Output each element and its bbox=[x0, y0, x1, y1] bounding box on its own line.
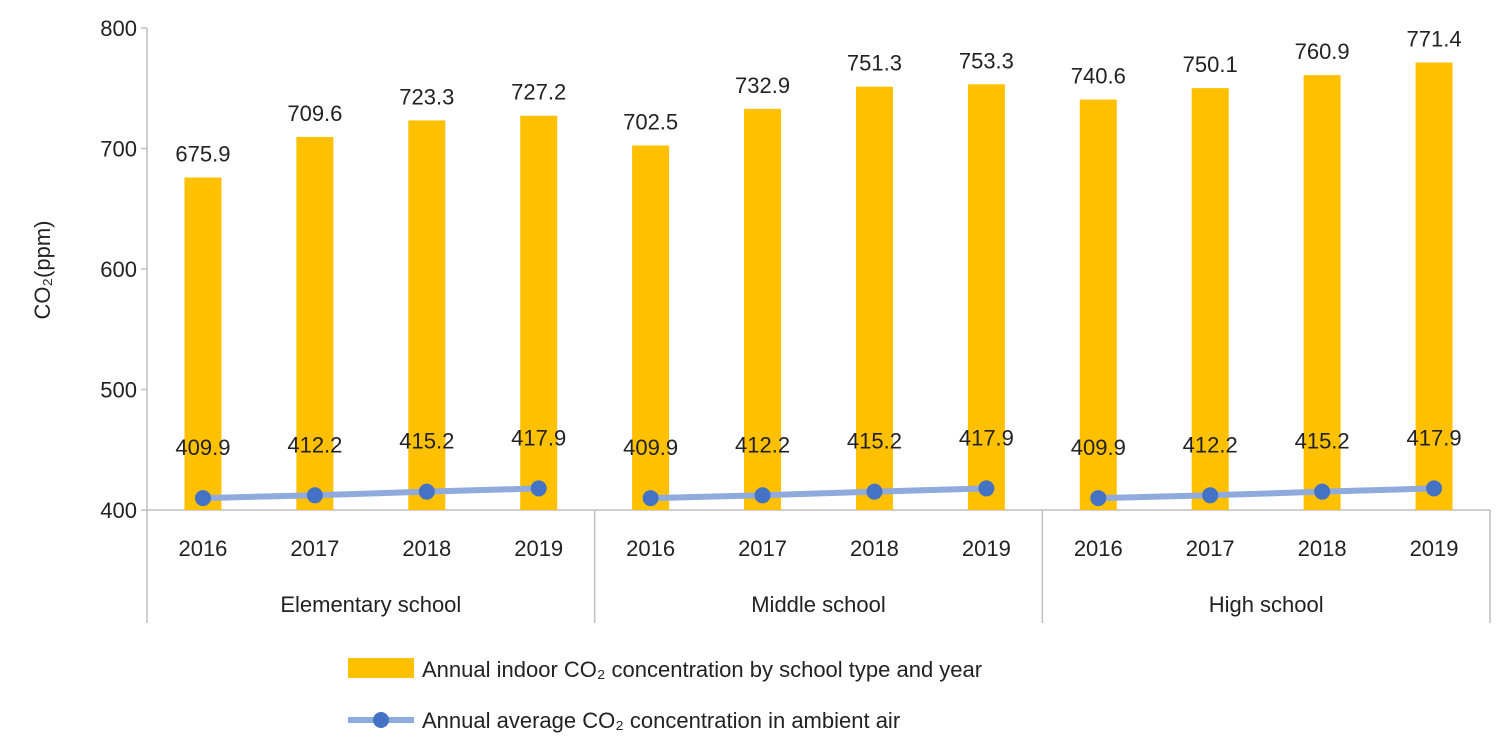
bar-data-label: 760.9 bbox=[1295, 39, 1350, 64]
bar bbox=[967, 84, 1005, 510]
ambient-point bbox=[754, 487, 771, 504]
legend-label-ambient: Annual average CO₂ concentration in ambi… bbox=[422, 708, 900, 733]
ambient-data-label: 415.2 bbox=[847, 429, 902, 454]
year-label: 2016 bbox=[178, 536, 227, 561]
bar bbox=[744, 108, 782, 510]
group-label: Elementary school bbox=[280, 592, 461, 617]
y-axis-title: CO₂(ppm) bbox=[30, 221, 55, 320]
y-tick-label: 700 bbox=[100, 137, 137, 162]
ambient-data-label: 412.2 bbox=[735, 432, 790, 457]
bar bbox=[1191, 88, 1229, 510]
bar bbox=[855, 86, 893, 510]
bar bbox=[1079, 99, 1117, 511]
ambient-data-label: 415.2 bbox=[1295, 429, 1350, 454]
data-labels: 675.9 709.6 723.3 727.2 702.5 732.9 751.3 753.3… bbox=[175, 26, 1461, 460]
ambient-data-label: 417.9 bbox=[1407, 425, 1462, 450]
bar-data-label: 750.1 bbox=[1183, 52, 1238, 77]
year-label: 2017 bbox=[290, 536, 339, 561]
year-label: 2019 bbox=[962, 536, 1011, 561]
axes: 400 500 600 700 800 bbox=[100, 16, 1490, 523]
ambient-point bbox=[978, 480, 995, 497]
bar bbox=[296, 136, 334, 510]
ambient-data-label: 409.9 bbox=[1071, 435, 1126, 460]
bar bbox=[1415, 62, 1453, 510]
year-label: 2016 bbox=[1074, 536, 1123, 561]
ambient-data-label: 409.9 bbox=[623, 435, 678, 460]
y-tick-label: 800 bbox=[100, 16, 137, 41]
bar-data-label: 751.3 bbox=[847, 51, 902, 76]
legend-label-indoor: Annual indoor CO₂ concentration by schoo… bbox=[422, 657, 982, 682]
ambient-data-label: 412.2 bbox=[1183, 432, 1238, 457]
y-tick-label: 600 bbox=[100, 257, 137, 282]
group-label: High school bbox=[1209, 592, 1324, 617]
group-label: Middle school bbox=[751, 592, 886, 617]
bar-data-label: 771.4 bbox=[1407, 26, 1462, 51]
bar bbox=[1303, 75, 1341, 510]
year-label: 2018 bbox=[1298, 536, 1347, 561]
ambient-point bbox=[306, 487, 323, 504]
year-label: 2017 bbox=[738, 536, 787, 561]
bar-data-label: 723.3 bbox=[399, 84, 454, 109]
ambient-point bbox=[1202, 487, 1219, 504]
year-label: 2019 bbox=[514, 536, 563, 561]
bar-data-label: 675.9 bbox=[175, 142, 230, 167]
ambient-point bbox=[194, 490, 211, 507]
bar-data-label: 709.6 bbox=[287, 101, 342, 126]
ambient-data-label: 417.9 bbox=[511, 425, 566, 450]
bar-data-label: 753.3 bbox=[959, 48, 1014, 73]
year-label: 2019 bbox=[1410, 536, 1459, 561]
category-axis: 2016 2017 2018 2019 Elementary school 2016 201… bbox=[146, 510, 1491, 623]
ambient-point bbox=[1314, 483, 1331, 500]
year-label: 2018 bbox=[850, 536, 899, 561]
line-series bbox=[194, 480, 1443, 507]
ambient-point bbox=[530, 480, 547, 497]
y-tick-label: 500 bbox=[100, 378, 137, 403]
bar bbox=[520, 115, 558, 510]
bar-data-label: 740.6 bbox=[1071, 64, 1126, 89]
ambient-point bbox=[642, 490, 659, 507]
y-tick-label: 400 bbox=[100, 498, 137, 523]
ambient-line bbox=[647, 485, 990, 502]
ambient-point bbox=[866, 483, 883, 500]
ambient-line bbox=[1095, 485, 1438, 502]
year-label: 2017 bbox=[1186, 536, 1235, 561]
bar-data-label: 732.9 bbox=[735, 73, 790, 98]
ambient-point bbox=[1426, 480, 1443, 497]
bar-series bbox=[184, 62, 1453, 511]
ambient-line bbox=[199, 485, 542, 502]
year-label: 2018 bbox=[402, 536, 451, 561]
bar-data-label: 727.2 bbox=[511, 80, 566, 105]
legend-marker-ambient bbox=[373, 712, 389, 728]
ambient-data-label: 412.2 bbox=[287, 432, 342, 457]
bar bbox=[632, 145, 670, 511]
bar bbox=[184, 177, 222, 510]
legend-swatch-indoor bbox=[348, 658, 414, 678]
ambient-point bbox=[418, 483, 435, 500]
bar bbox=[408, 120, 446, 511]
bar-data-label: 702.5 bbox=[623, 109, 678, 134]
ambient-point bbox=[1090, 490, 1107, 507]
ambient-data-label: 417.9 bbox=[959, 425, 1014, 450]
year-label: 2016 bbox=[626, 536, 675, 561]
ambient-data-label: 415.2 bbox=[399, 429, 454, 454]
legend: Annual indoor CO₂ concentration by schoo… bbox=[348, 657, 982, 733]
ambient-data-label: 409.9 bbox=[175, 435, 230, 460]
